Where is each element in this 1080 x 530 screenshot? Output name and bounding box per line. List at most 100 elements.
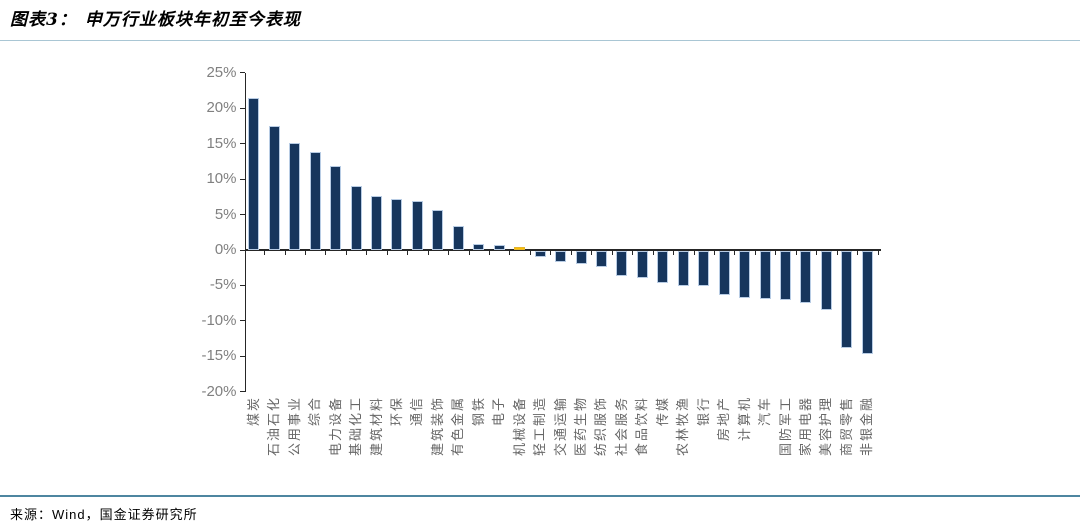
footer-rule (0, 495, 1080, 497)
x-axis-tick (509, 250, 511, 255)
bar (780, 250, 791, 301)
x-category-label-text: 农林牧渔 (675, 396, 691, 457)
x-category-label: 电子 (491, 396, 507, 482)
x-category-label: 交通运输 (553, 396, 569, 482)
x-category-label: 电力设备 (328, 396, 344, 482)
x-category-label: 计算机 (737, 396, 753, 482)
y-tick-label: 20% (206, 99, 237, 117)
x-category-label: 通信 (409, 396, 425, 482)
bar (391, 199, 403, 250)
bar (698, 250, 710, 287)
x-axis-tick (611, 250, 613, 255)
bar (575, 250, 587, 264)
x-axis-tick (264, 250, 266, 255)
x-category-label-text: 煤炭 (245, 396, 261, 427)
y-tick-label: 10% (206, 170, 237, 188)
bar (841, 250, 853, 348)
y-tick-label: 5% (214, 205, 237, 223)
x-category-label-text: 纺织服饰 (593, 396, 609, 457)
x-category-label: 轻工制造 (532, 396, 548, 482)
bar (493, 245, 505, 250)
y-axis-tick (239, 391, 245, 393)
bar (861, 250, 873, 354)
x-category-label-text: 计算机 (736, 396, 752, 442)
x-axis-tick (734, 250, 736, 255)
x-axis-tick (529, 250, 531, 255)
x-axis-tick (775, 250, 777, 255)
bar (739, 250, 751, 299)
x-category-label: 纺织服饰 (593, 396, 609, 482)
title-rule (0, 40, 1080, 41)
x-category-label-text: 机械设备 (511, 396, 527, 457)
x-category-label: 建筑装饰 (430, 396, 446, 482)
x-category-label: 国防军工 (778, 396, 794, 482)
x-axis-tick (448, 250, 450, 255)
x-category-label: 建筑材料 (369, 396, 385, 482)
x-category-label: 有色金属 (450, 396, 466, 482)
x-axis-tick (304, 250, 306, 255)
x-axis-tick (816, 250, 818, 255)
bar (555, 250, 567, 263)
x-category-label: 医药生物 (573, 396, 589, 482)
bar (473, 244, 485, 250)
x-axis-tick (386, 250, 388, 255)
y-axis-tick (239, 320, 245, 322)
x-category-label: 石油石化 (266, 396, 282, 482)
x-category-label-text: 公用事业 (286, 396, 302, 457)
bar (432, 209, 444, 250)
x-category-label-text: 食品饮料 (634, 396, 650, 457)
bar (759, 250, 771, 299)
y-tick-label: -20% (201, 382, 237, 400)
x-category-label-text: 房地产 (716, 396, 732, 442)
x-category-label: 公用事业 (287, 396, 303, 482)
x-category-label: 煤炭 (246, 396, 262, 482)
y-tick-label: 15% (206, 134, 237, 152)
bar (534, 250, 546, 258)
bar (371, 196, 382, 250)
x-category-label-text: 汽车 (757, 396, 773, 427)
y-tick-label: -15% (201, 347, 237, 365)
bar (718, 250, 730, 295)
bar (289, 143, 301, 250)
y-axis-tick (239, 107, 245, 109)
x-axis-tick (673, 250, 675, 255)
x-axis-tick (632, 250, 634, 255)
y-tick-label: 0% (214, 241, 237, 258)
x-category-label-text: 综合 (307, 396, 323, 427)
y-axis-tick (239, 214, 245, 216)
y-axis-tick (239, 355, 245, 357)
bar (595, 250, 607, 268)
x-category-label-text: 电力设备 (327, 396, 343, 457)
x-category-label-text: 建筑材料 (368, 396, 384, 457)
x-category-label: 商贸零售 (839, 396, 855, 482)
x-axis-tick (489, 250, 490, 255)
y-tick-label: -10% (201, 311, 237, 329)
x-category-label-text: 通信 (409, 396, 425, 427)
bar (514, 247, 526, 250)
x-category-label-text: 电子 (491, 396, 507, 427)
x-axis-line (244, 249, 881, 251)
y-axis-tick (239, 178, 245, 180)
x-category-label-text: 轻工制造 (532, 396, 548, 457)
x-axis-tick (754, 250, 756, 255)
x-category-label: 机械设备 (512, 396, 528, 482)
x-category-label-text: 国防军工 (777, 396, 793, 457)
x-category-label: 食品饮料 (634, 396, 650, 482)
y-axis-tick (239, 284, 245, 286)
bar (657, 250, 669, 284)
x-axis-tick (366, 250, 368, 255)
x-axis-tick (427, 250, 429, 255)
x-axis-tick (407, 250, 409, 255)
x-category-label-text: 家用电器 (797, 396, 813, 457)
bar (452, 225, 464, 250)
y-axis-line (244, 72, 246, 392)
figure-title-text: 申万行业板块年初至今表现 (84, 10, 301, 30)
x-category-label: 房地产 (716, 396, 732, 482)
bar (268, 126, 280, 250)
x-category-label: 家用电器 (798, 396, 814, 482)
y-tick-label: 25% (206, 63, 237, 81)
x-category-label-text: 非银金融 (859, 396, 875, 457)
bar (330, 166, 342, 250)
x-category-label: 传媒 (655, 396, 671, 482)
